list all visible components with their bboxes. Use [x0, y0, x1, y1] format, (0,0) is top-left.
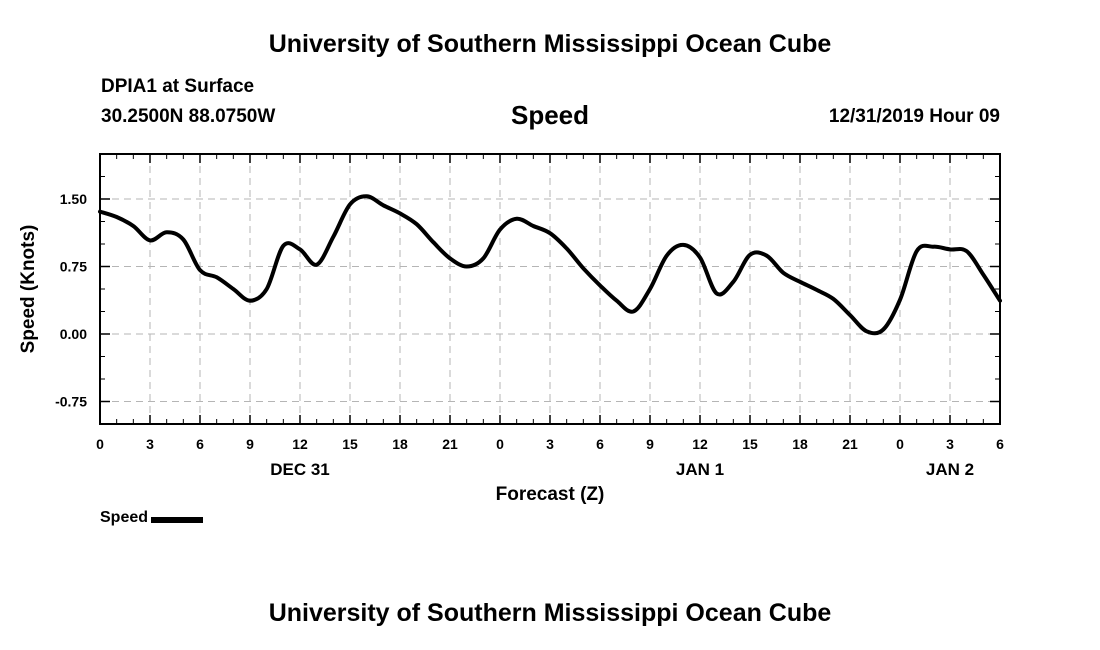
x-axis-label: Forecast (Z): [496, 484, 605, 505]
station-name: DPIA1 at Surface: [101, 76, 255, 97]
y-axis-label: Speed (Knots): [18, 225, 39, 354]
page-title: University of Southern Mississippi Ocean…: [268, 30, 832, 58]
x-tick-label: 9: [246, 436, 254, 452]
x-tick-label: 3: [146, 436, 154, 452]
legend-swatch: [151, 517, 204, 523]
series-line-speed: [98, 194, 1002, 336]
legend: Speed: [100, 509, 204, 527]
legend-label: Speed: [100, 509, 149, 526]
x-tick-label: 6: [596, 436, 604, 452]
variable-title: Speed: [510, 100, 590, 130]
x-tick-label: 0: [496, 436, 504, 452]
x-tick-label: 21: [442, 436, 458, 452]
x-date-label: JAN 2: [926, 460, 974, 479]
x-tick-label: 3: [546, 436, 554, 452]
x-tick-label: 0: [896, 436, 904, 452]
x-tick-label: 6: [196, 436, 204, 452]
y-tick-label: 0.75: [60, 259, 87, 275]
x-tick-label: 9: [646, 436, 654, 452]
x-tick-label: 12: [692, 436, 708, 452]
axis-tick-labels: 1.50 0.75 0.00 -0.75 0 3 6 9 12 15 18 21 0 3 6 9 12 15 18 2…: [55, 191, 1004, 479]
station-coordinates: 30.2500N 88.0750W: [101, 106, 276, 127]
grid-lines: [100, 154, 1000, 424]
forecast-timestamp: 12/31/2019 Hour 09: [828, 106, 1000, 127]
x-tick-label: 18: [792, 436, 808, 452]
x-tick-label: 15: [742, 436, 758, 452]
x-tick-label: 15: [342, 436, 358, 452]
x-tick-label: 18: [392, 436, 408, 452]
axis-ticks: [99, 154, 1001, 424]
y-tick-label: -0.75: [55, 394, 87, 410]
x-tick-label: 12: [292, 436, 308, 452]
x-date-label: DEC 31: [270, 460, 330, 479]
x-tick-label: 0: [96, 436, 104, 452]
x-tick-label: 3: [946, 436, 954, 452]
x-tick-label: 21: [842, 436, 858, 452]
x-tick-label: 6: [996, 436, 1004, 452]
y-tick-label: 0.00: [60, 326, 87, 342]
x-date-label: JAN 1: [676, 460, 724, 479]
y-tick-label: 1.50: [60, 191, 87, 207]
series-layer: [98, 194, 1002, 336]
footer-title: University of Southern Mississippi Ocean…: [268, 599, 832, 627]
